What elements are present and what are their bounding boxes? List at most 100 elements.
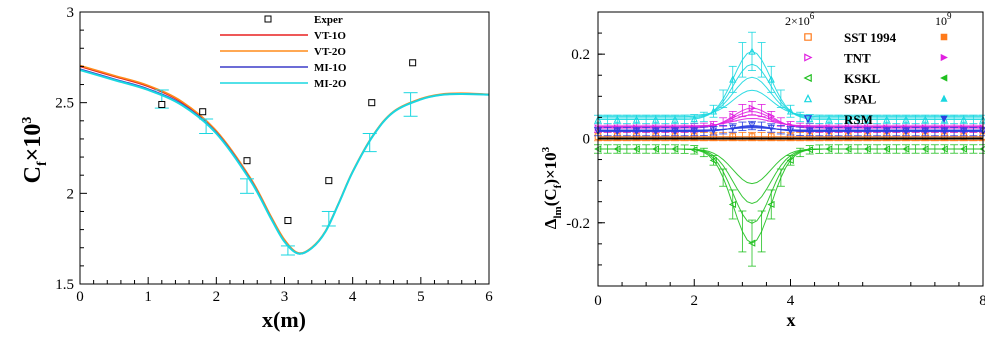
- legend-header-left-base: 2×10: [785, 14, 810, 28]
- left-series-line-vt-2o: [79, 64, 490, 254]
- right-series-group: [594, 31, 985, 267]
- right-marker-kskl: [863, 145, 871, 153]
- legend-label-vt-1o: VT-1O: [314, 30, 346, 42]
- right-x-tick-label: 4: [787, 293, 795, 309]
- right-marker-spal: [921, 115, 929, 123]
- legend-label-rsm: RSM: [844, 112, 873, 127]
- left-x-tick-label: 6: [485, 289, 493, 305]
- legend-header-left: 2×106: [785, 11, 815, 28]
- right-marker-rsm: [709, 127, 718, 135]
- right-x-tick-label: 2: [691, 293, 699, 309]
- legend-header-left-sup: 6: [810, 11, 815, 21]
- right-marker-tnt: [748, 104, 756, 112]
- right-ylabel-sub2: f: [552, 184, 564, 188]
- right-marker-spal: [902, 115, 910, 123]
- right-marker-spal: [863, 115, 872, 123]
- right-marker-rsm: [921, 128, 929, 136]
- left-experimental-point: [284, 217, 292, 225]
- right-marker-spal: [632, 115, 641, 123]
- left-experimental-point: [199, 108, 207, 116]
- right-marker-spal: [671, 115, 679, 123]
- right-marker-spal: [844, 115, 852, 123]
- left-legend: Exper VT-1O VT-2O MI-1O MI-2O: [220, 14, 347, 90]
- right-marker-rsm: [767, 124, 775, 132]
- right-ylabel-sub1: lm: [552, 206, 564, 218]
- left-x-tick-label: 5: [417, 289, 425, 305]
- left-series-group: [79, 64, 490, 255]
- right-x-tick-label: 8: [979, 293, 985, 309]
- left-experimental-point: [409, 59, 417, 67]
- right-marker-rsm: [902, 128, 910, 136]
- legend-open-marker-kskl: [803, 73, 812, 83]
- right-marker-kskl: [844, 145, 852, 153]
- right-y-tick-label: -0.2: [566, 216, 590, 232]
- left-x-tick-label: 2: [213, 289, 221, 305]
- right-y-axis-label: Δlm(Cf)×103: [540, 146, 564, 229]
- right-marker-rsm: [960, 128, 968, 136]
- left-y-axis-label: Cf×103: [20, 117, 50, 184]
- right-marker-kskl: [671, 145, 679, 153]
- left-y-tick-label: 3: [67, 5, 75, 21]
- left-experimental-point: [325, 177, 333, 185]
- legend-filled-marker-rsm: [940, 115, 948, 123]
- right-marker-kskl: [921, 145, 929, 153]
- right-marker-kskl: [940, 145, 948, 153]
- legend-open-marker-tnt: [804, 53, 813, 62]
- left-errorbars: [154, 89, 418, 256]
- right-marker-kskl: [709, 156, 717, 164]
- right-marker-rsm: [806, 128, 814, 136]
- legend-header-right-sup: 9: [947, 11, 952, 21]
- right-marker-rsm: [748, 122, 756, 130]
- right-chart: 0 2 4 8 -0.2 0 0.2 2×106 109 SST 1994 TNT KSKL SPAL…: [540, 11, 985, 330]
- legend-label-sst-1994: SST 1994: [844, 30, 897, 45]
- right-marker-rsm: [632, 128, 641, 136]
- right-marker-spal: [883, 115, 891, 123]
- left-y-tick-label: 1.5: [55, 277, 74, 293]
- right-marker-kskl: [805, 146, 814, 154]
- left-chart: 0 1 2 3 4 5 6 1.5 2 2.5 3 Exper VT-1O VT-2O MI-1O MI-2…: [20, 5, 493, 332]
- legend-exper-marker: [264, 15, 272, 23]
- right-marker-rsm: [671, 128, 679, 136]
- right-marker-spal: [960, 115, 968, 123]
- right-ylabel-main: Δ: [541, 218, 560, 229]
- left-x-axis-label: x(m): [262, 307, 306, 332]
- right-x-tick-label: 0: [594, 293, 602, 309]
- right-marker-rsm: [825, 128, 833, 136]
- right-x-axis-label: x: [787, 310, 796, 330]
- left-x-tick-label: 4: [349, 289, 357, 305]
- left-ylabel-main: C: [20, 166, 46, 183]
- left-series-line-mi-2o: [79, 69, 490, 255]
- legend-label-mi-1o: MI-1O: [314, 62, 347, 74]
- legend-open-marker-rsm: [803, 115, 813, 124]
- left-y-tick-label: 2: [67, 186, 75, 202]
- right-marker-kskl: [882, 145, 891, 153]
- right-y-tick-label: 0.2: [571, 47, 590, 63]
- legend-label-spal: SPAL: [844, 92, 877, 107]
- right-marker-kskl: [690, 146, 698, 154]
- legend-filled-marker-spal: [940, 94, 948, 102]
- left-experimental-point: [158, 100, 166, 108]
- left-x-tick-label: 1: [144, 289, 152, 305]
- left-series-line-vt-1o: [79, 65, 490, 255]
- right-marker-kskl: [767, 200, 775, 209]
- legend-label-vt-2o: VT-2O: [314, 46, 346, 58]
- right-marker-tnt: [767, 112, 776, 120]
- right-ylabel-sup: 3: [540, 146, 552, 152]
- right-marker-spal: [748, 47, 756, 55]
- right-marker-rsm: [729, 124, 737, 132]
- legend-open-marker-spal: [803, 93, 813, 103]
- legend-filled-marker-sst-1994: [940, 33, 948, 41]
- right-marker-spal: [825, 115, 833, 123]
- right-marker-spal: [709, 107, 718, 115]
- right-marker-spal: [786, 107, 795, 115]
- legend-label-kskl: KSKL: [844, 71, 880, 86]
- right-marker-rsm: [613, 128, 621, 136]
- left-y-tick-label: 2.5: [55, 96, 74, 112]
- right-legend: 2×106 109 SST 1994 TNT KSKL SPAL RSM: [785, 11, 952, 127]
- legend-header-right: 109: [935, 11, 952, 28]
- left-x-tick-label: 3: [281, 289, 289, 305]
- right-marker-kskl: [651, 145, 660, 153]
- legend-label-tnt: TNT: [844, 51, 871, 66]
- right-marker-kskl: [728, 200, 737, 209]
- right-ylabel-mid: (C: [541, 188, 560, 206]
